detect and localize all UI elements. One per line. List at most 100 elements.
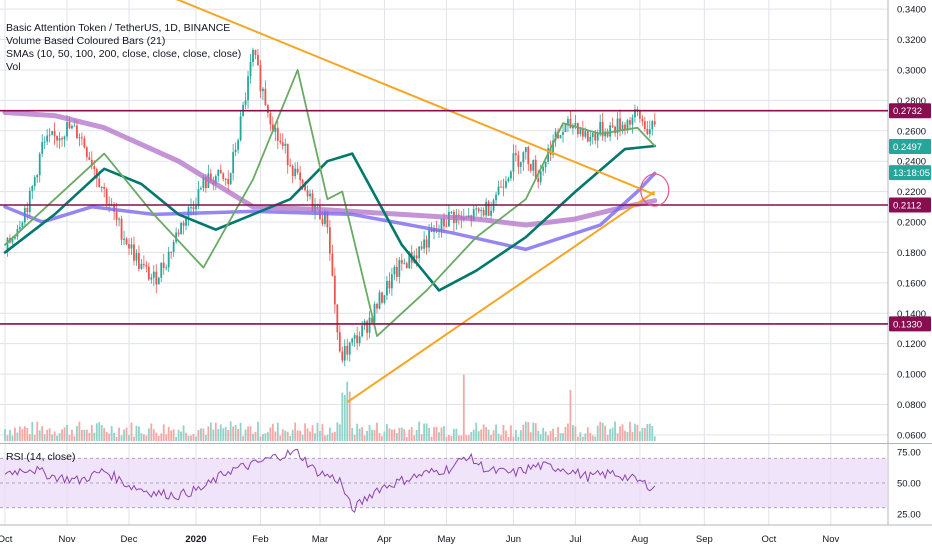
candle-body bbox=[254, 49, 257, 55]
candle-body bbox=[274, 127, 277, 132]
volume-bar bbox=[584, 433, 587, 441]
volume-bar bbox=[118, 427, 120, 441]
volume-bar bbox=[128, 434, 130, 441]
candle-body bbox=[142, 263, 145, 265]
rsi-tick-label: 75.00 bbox=[897, 448, 921, 459]
volume-bar bbox=[524, 421, 527, 441]
candle-body bbox=[190, 207, 192, 209]
volume-bar bbox=[480, 429, 483, 441]
volume-bar bbox=[653, 436, 656, 441]
candle-body bbox=[83, 138, 86, 148]
volume-bar bbox=[514, 429, 517, 441]
volume-bar bbox=[428, 427, 430, 441]
candle-body bbox=[395, 267, 398, 277]
candle-body bbox=[18, 227, 21, 230]
candle-body bbox=[495, 194, 497, 201]
candle-body bbox=[505, 181, 507, 188]
volume-bar bbox=[56, 435, 58, 441]
candle-body bbox=[177, 232, 180, 235]
candle-body bbox=[204, 177, 207, 189]
volume-bar bbox=[190, 435, 192, 441]
volume-bar bbox=[145, 435, 148, 441]
volume-bar bbox=[88, 432, 91, 441]
volume-bar bbox=[376, 422, 378, 441]
candle-body bbox=[202, 177, 205, 189]
volume-bar bbox=[559, 433, 562, 441]
candle-body bbox=[224, 178, 227, 180]
volume-bar bbox=[445, 436, 448, 441]
volume-bar bbox=[576, 436, 579, 441]
candle-body bbox=[271, 124, 274, 132]
volume-bar bbox=[490, 435, 492, 441]
volume-bar bbox=[254, 431, 257, 441]
candle-body bbox=[331, 253, 334, 276]
candle-body bbox=[38, 153, 41, 176]
candle-body bbox=[252, 49, 254, 63]
volume-bar bbox=[358, 428, 361, 441]
candle-body bbox=[408, 252, 411, 269]
candle-body bbox=[497, 186, 500, 195]
candle-body bbox=[405, 263, 408, 269]
price-badge bbox=[889, 103, 931, 119]
volume-bar bbox=[596, 425, 599, 441]
volume-bar bbox=[306, 428, 309, 441]
candle-body bbox=[328, 227, 331, 254]
x-tick-label: Apr bbox=[377, 534, 392, 545]
volume-bar bbox=[353, 435, 356, 441]
candle-body bbox=[594, 133, 597, 141]
rsi-tick-label: 50.00 bbox=[897, 479, 921, 490]
volume-bar bbox=[356, 423, 359, 441]
candle-body bbox=[440, 218, 443, 231]
candle-body bbox=[140, 263, 143, 269]
candle-body bbox=[366, 321, 368, 333]
volume-bar bbox=[567, 423, 569, 441]
candle-body bbox=[90, 159, 93, 167]
candle-body bbox=[576, 123, 579, 135]
volume-bar bbox=[237, 428, 240, 441]
candle-body bbox=[554, 131, 557, 141]
candle-body bbox=[338, 332, 341, 352]
candle-body bbox=[209, 173, 212, 181]
volume-bar bbox=[227, 429, 230, 441]
volume-bar bbox=[192, 434, 195, 441]
candle-body bbox=[524, 147, 527, 153]
volume-bar bbox=[9, 429, 11, 441]
y-tick-label: 0.0800 bbox=[897, 400, 926, 411]
volume-bar bbox=[606, 434, 609, 441]
candle-body bbox=[135, 253, 138, 261]
volume-bar bbox=[537, 430, 540, 441]
candle-body bbox=[304, 183, 306, 191]
volume-bar bbox=[448, 435, 450, 441]
volume-bar bbox=[319, 430, 321, 441]
volume-bar bbox=[316, 422, 319, 441]
volume-bar bbox=[472, 429, 475, 441]
candle-body bbox=[237, 140, 240, 150]
volume-bar bbox=[631, 431, 634, 441]
volume-bar bbox=[591, 435, 594, 441]
volume-bar bbox=[383, 431, 386, 441]
candle-body bbox=[123, 238, 125, 240]
volume-bar bbox=[232, 426, 235, 441]
volume-bar bbox=[219, 424, 222, 441]
volume-bar bbox=[321, 424, 324, 441]
candle-body bbox=[383, 295, 386, 303]
volume-bar bbox=[224, 426, 227, 441]
candle-body bbox=[36, 175, 39, 178]
candle-body bbox=[376, 303, 378, 309]
candle-body bbox=[512, 153, 515, 172]
volume-bar bbox=[611, 427, 614, 441]
volume-bar bbox=[83, 429, 86, 441]
candle-body bbox=[450, 211, 453, 213]
volume-bar bbox=[467, 435, 470, 441]
x-tick-label: Oct bbox=[761, 534, 776, 545]
candle-body bbox=[284, 143, 287, 146]
candle-body bbox=[138, 253, 140, 269]
candle-body bbox=[227, 179, 230, 185]
volume-bar bbox=[333, 431, 336, 441]
volume-bar bbox=[264, 433, 267, 441]
candle-body bbox=[418, 246, 421, 259]
volume-bar bbox=[103, 428, 106, 441]
volume-bar bbox=[519, 430, 522, 441]
candle-body bbox=[611, 125, 614, 127]
volume-bar bbox=[532, 422, 535, 441]
